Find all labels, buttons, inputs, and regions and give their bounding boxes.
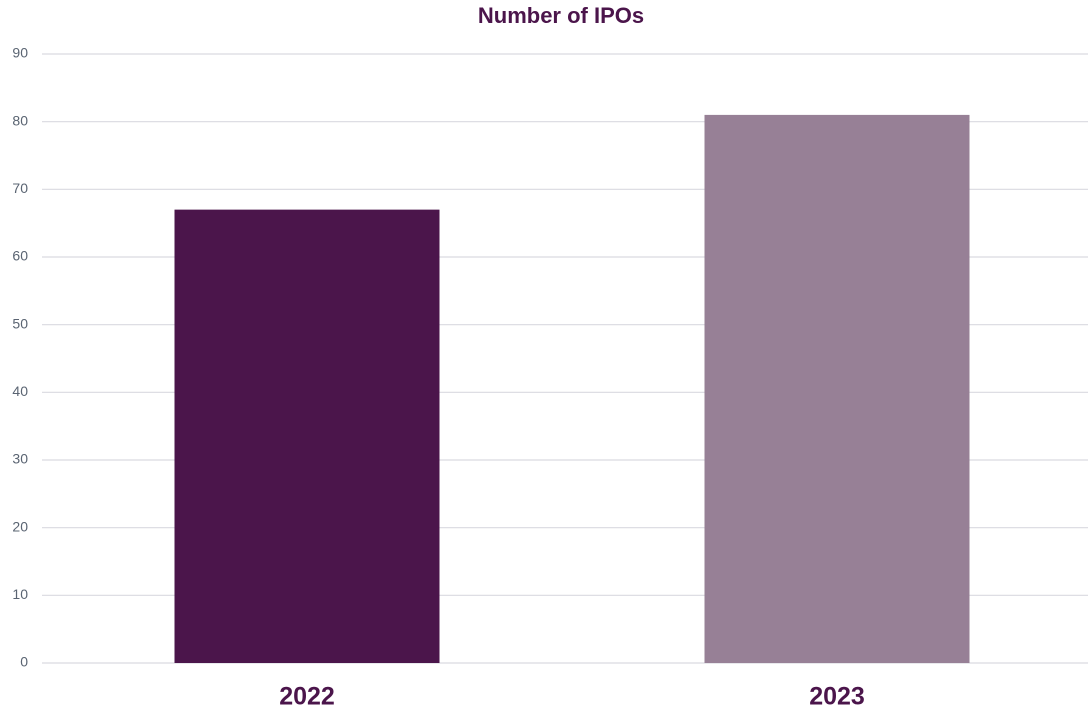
y-tick-label: 80 xyxy=(12,112,28,128)
bar xyxy=(174,209,440,663)
y-tick-label: 0 xyxy=(20,654,28,670)
y-tick-label: 20 xyxy=(12,518,28,534)
y-tick-label: 70 xyxy=(12,180,28,196)
bar xyxy=(704,114,970,663)
y-tick-label: 90 xyxy=(12,45,28,61)
y-tick-label: 50 xyxy=(12,315,28,331)
x-tick-label: 2023 xyxy=(809,683,865,711)
y-tick-label: 10 xyxy=(12,586,28,602)
y-tick-label: 30 xyxy=(12,451,28,467)
y-tick-label: 60 xyxy=(12,248,28,264)
x-tick-label: 2022 xyxy=(279,683,335,711)
y-tick-label: 40 xyxy=(12,383,28,399)
chart-title: Number of IPOs xyxy=(478,3,644,28)
